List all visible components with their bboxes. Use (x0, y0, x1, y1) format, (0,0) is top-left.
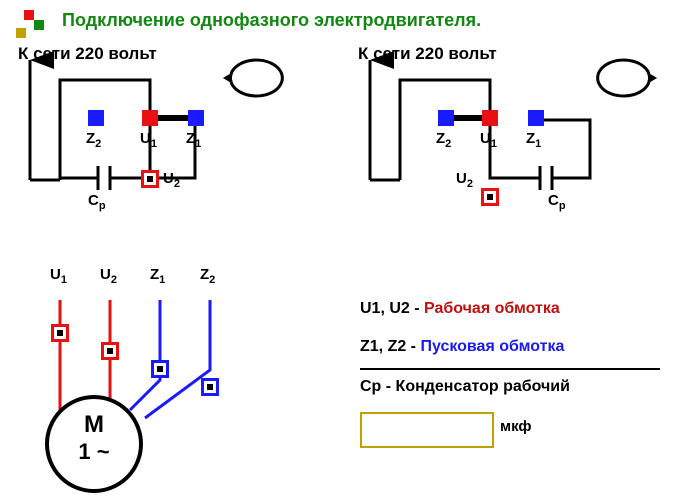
legend-c-prefix: Cp - (360, 378, 396, 395)
motor-symbol: M 1 ~ (45, 395, 143, 493)
motor-Z2-term (201, 378, 219, 396)
motor-line2: 1 ~ (49, 439, 139, 465)
left-Cp-label: Cp (88, 192, 106, 212)
left-U2-term (141, 170, 159, 188)
motor-svg (0, 260, 320, 500)
net-label-left: К сети 220 вольт (18, 44, 157, 64)
right-Z1-term (528, 110, 544, 126)
legend-u-prefix: U1, U2 - (360, 300, 424, 317)
left-Z1-label: Z1 (186, 130, 201, 150)
legend-u-text: Рабочая обмотка (424, 300, 560, 317)
net-label-right: К сети 220 вольт (358, 44, 497, 64)
right-U2-term (481, 188, 499, 206)
legend-z-prefix: Z1, Z2 - (360, 338, 420, 355)
left-U2-label: U2 (163, 170, 180, 190)
right-Cp-label: Cp (548, 192, 566, 212)
motor-Z1-term (151, 360, 169, 378)
left-U1-label: U1 (140, 130, 157, 150)
legend-mkf: мкф (500, 418, 532, 435)
legend-separator (360, 368, 660, 370)
legend-z: Z1, Z2 - Пусковая обмотка (360, 338, 564, 356)
left-Z1-term (188, 110, 204, 126)
motor-U1-label: U1 (50, 266, 67, 286)
motor-Z1-label: Z1 (150, 266, 165, 286)
left-Z2-term (88, 110, 104, 126)
legend-z-text: Пусковая обмотка (420, 338, 564, 355)
capacitance-input-box[interactable] (360, 412, 494, 448)
right-U2-label: U2 (456, 170, 473, 190)
left-U1-term (142, 110, 158, 126)
motor-line1: M (49, 411, 139, 439)
right-Z2-term (438, 110, 454, 126)
right-U1-label: U1 (480, 130, 497, 150)
motor-Z2-label: Z2 (200, 266, 215, 286)
legend-c: Cp - Конденсатор рабочий (360, 378, 570, 396)
right-Z2-label: Z2 (436, 130, 451, 150)
left-Z2-label: Z2 (86, 130, 101, 150)
motor-U1-term (51, 324, 69, 342)
motor-U2-term (101, 342, 119, 360)
right-U1-term (482, 110, 498, 126)
legend-u: U1, U2 - Рабочая обмотка (360, 300, 560, 318)
motor-U2-label: U2 (100, 266, 117, 286)
legend-c-text: Конденсатор рабочий (396, 378, 570, 395)
right-Z1-label: Z1 (526, 130, 541, 150)
